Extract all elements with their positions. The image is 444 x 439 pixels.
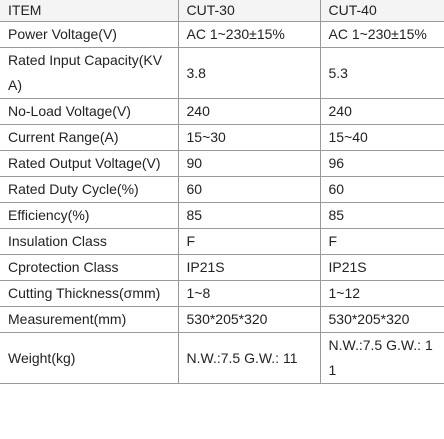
label-cell: Insulation Class [0,228,179,255]
table-row: Rated Duty Cycle(%) 60 60 [0,176,444,203]
label-cell: Efficiency(%) [0,202,179,229]
table-row: Cprotection Class IP21S IP21S [0,254,444,281]
header-cell: CUT-40 [319,0,444,22]
label-cell: Rated Input Capacity(KVA) [0,47,179,99]
value-cell: F [177,228,321,255]
value-cell: 5.3 [319,47,444,99]
table-row: Efficiency(%) 85 85 [0,202,444,229]
header-cell: ITEM [0,0,179,22]
value-cell: 3.8 [177,47,321,99]
value-cell: N.W.:7.5 G.W.: 11 [177,332,321,384]
table-row: Rated Output Voltage(V) 90 96 [0,150,444,177]
header-row: ITEM CUT-30 CUT-40 [0,0,444,22]
value-cell: 60 [319,176,444,203]
value-cell: 85 [319,202,444,229]
value-cell: 1~12 [319,280,444,307]
table-row: No-Load Voltage(V) 240 240 [0,98,444,125]
value-cell: 90 [177,150,321,177]
table-row: Current Range(A) 15~30 15~40 [0,124,444,151]
table-body: ITEM CUT-30 CUT-40 Power Voltage(V) AC 1~230… [0,0,444,384]
table-row: Power Voltage(V) AC 1~230±15% AC 1~230±15% [0,21,444,48]
table-row: Cutting Thickness(σmm) 1~8 1~12 [0,280,444,307]
header-cell: CUT-30 [177,0,321,22]
value-cell: 1~8 [177,280,321,307]
table-row: Insulation Class F F [0,228,444,255]
value-cell: F [319,228,444,255]
value-cell: 96 [319,150,444,177]
label-cell: Cprotection Class [0,254,179,281]
spec-table: ITEM CUT-30 CUT-40 Power Voltage(V) AC 1~230… [0,0,444,384]
value-cell: IP21S [177,254,321,281]
value-cell: 530*205*320 [177,306,321,333]
value-cell: IP21S [319,254,444,281]
value-cell: 60 [177,176,321,203]
value-cell: 85 [177,202,321,229]
label-cell: Rated Duty Cycle(%) [0,176,179,203]
label-cell: Measurement(mm) [0,306,179,333]
value-cell: 15~30 [177,124,321,151]
value-cell: AC 1~230±15% [319,21,444,48]
table-row: Weight(kg) N.W.:7.5 G.W.: 11 N.W.:7.5 G.W.… [0,332,444,384]
label-cell: Power Voltage(V) [0,21,179,48]
label-cell: Weight(kg) [0,332,179,384]
table-row: Rated Input Capacity(KVA) 3.8 5.3 [0,47,444,99]
value-cell: 240 [319,98,444,125]
value-cell: 240 [177,98,321,125]
table-row: Measurement(mm) 530*205*320 530*205*320 [0,306,444,333]
label-cell: No-Load Voltage(V) [0,98,179,125]
label-cell: Cutting Thickness(σmm) [0,280,179,307]
label-cell: Current Range(A) [0,124,179,151]
value-cell: N.W.:7.5 G.W.: 11 [319,332,444,384]
label-cell: Rated Output Voltage(V) [0,150,179,177]
value-cell: 15~40 [319,124,444,151]
value-cell: 530*205*320 [319,306,444,333]
value-cell: AC 1~230±15% [177,21,321,48]
